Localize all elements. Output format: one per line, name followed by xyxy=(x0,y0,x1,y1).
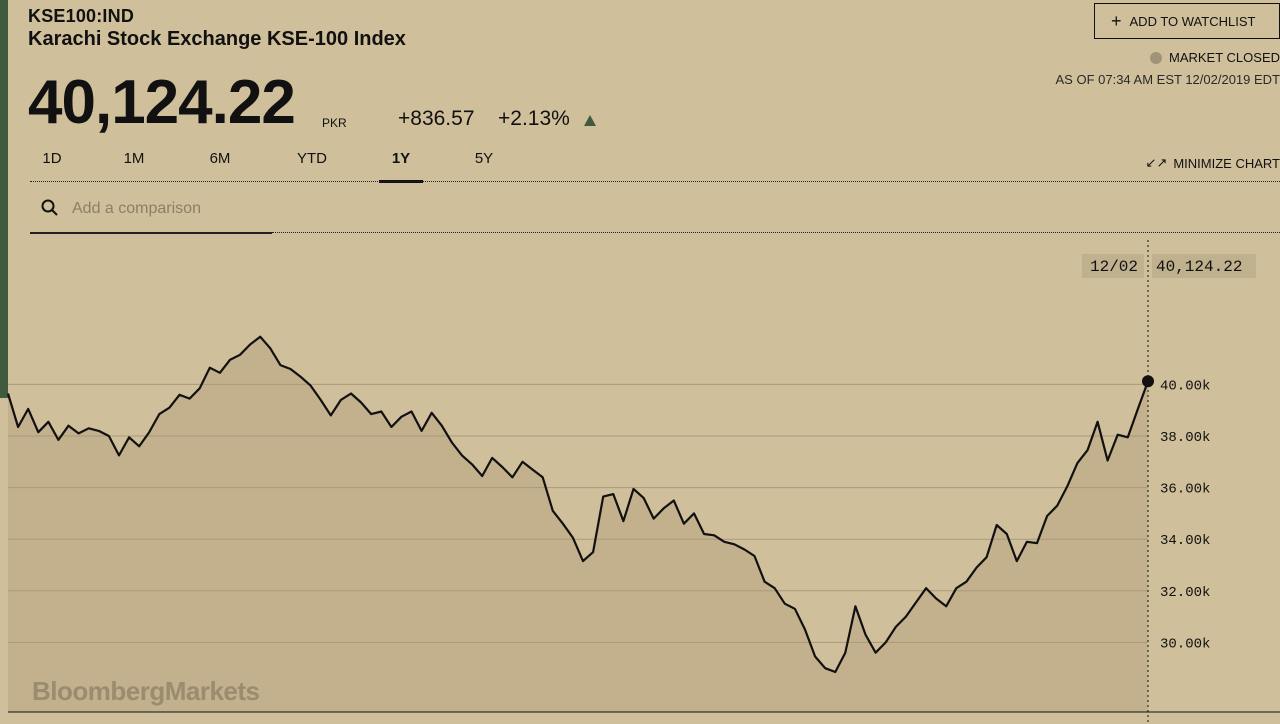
comparison-search xyxy=(30,194,274,234)
y-tick-label: 30.00k xyxy=(1160,636,1210,652)
y-tick-label: 38.00k xyxy=(1160,430,1210,446)
currency-label: PKR xyxy=(322,116,347,130)
y-tick-label: 36.00k xyxy=(1160,482,1210,498)
add-to-watchlist-button[interactable]: + ADD TO WATCHLIST xyxy=(1094,3,1280,39)
index-name: Karachi Stock Exchange KSE-100 Index xyxy=(28,28,406,50)
crosshair-value-label: 40,124.22 xyxy=(1156,258,1242,276)
bloomberg-markets-logo: BloombergMarkets xyxy=(32,676,260,706)
tabs-divider xyxy=(30,181,1280,182)
minimize-chart-label: MINIMIZE CHART xyxy=(1173,155,1280,171)
tab-1m[interactable]: 1M xyxy=(123,150,145,167)
price-change-percent: +2.13% xyxy=(498,107,570,130)
price-chart[interactable]: 30.00k 32.00k 34.00k 36.00k 38.00k 40.00k 12/0… xyxy=(0,240,1280,724)
collapse-arrows-icon: ↙↗ xyxy=(1145,155,1168,170)
chart-area-fill xyxy=(8,336,1148,712)
plus-icon: + xyxy=(1111,11,1122,31)
price-line xyxy=(6,335,1150,674)
timeframe-tabs: 1D 1M 6M YTD 1Y 5Y xyxy=(30,150,1280,183)
tab-6m[interactable]: 6M xyxy=(209,150,231,167)
tab-1y[interactable]: 1Y xyxy=(379,150,423,183)
crosshair-value-box xyxy=(1152,254,1256,278)
search-icon xyxy=(41,199,58,216)
minimize-chart-button[interactable]: ↙↗ MINIMIZE CHART xyxy=(1146,155,1280,171)
status-dot-icon xyxy=(1150,51,1162,64)
comparison-search-input[interactable] xyxy=(70,196,274,222)
market-status-label: MARKET CLOSED xyxy=(1169,50,1280,65)
last-point-marker xyxy=(1142,375,1154,388)
accent-bar xyxy=(0,0,8,398)
y-tick-label: 32.00k xyxy=(1160,585,1210,601)
up-triangle-icon xyxy=(584,115,596,126)
y-tick-label: 40.00k xyxy=(1160,378,1210,394)
price-change: +836.57 xyxy=(398,107,475,130)
search-divider xyxy=(272,232,1280,233)
tab-5y[interactable]: 5Y xyxy=(474,150,494,167)
ticker-symbol: KSE100:IND xyxy=(28,6,135,26)
as-of-timestamp: AS OF 07:34 AM EST 12/02/2019 EDT xyxy=(1055,72,1280,87)
price-value: 40,124.22 xyxy=(28,68,296,137)
crosshair-date-box xyxy=(1082,254,1144,278)
crosshair-date-label: 12/02 xyxy=(1090,258,1138,276)
y-tick-label: 34.00k xyxy=(1160,533,1210,549)
tab-1d[interactable]: 1D xyxy=(42,150,62,167)
add-to-watchlist-label: ADD TO WATCHLIST xyxy=(1129,13,1256,29)
market-status: MARKET CLOSED xyxy=(1150,50,1280,65)
tab-ytd[interactable]: YTD xyxy=(297,150,327,167)
